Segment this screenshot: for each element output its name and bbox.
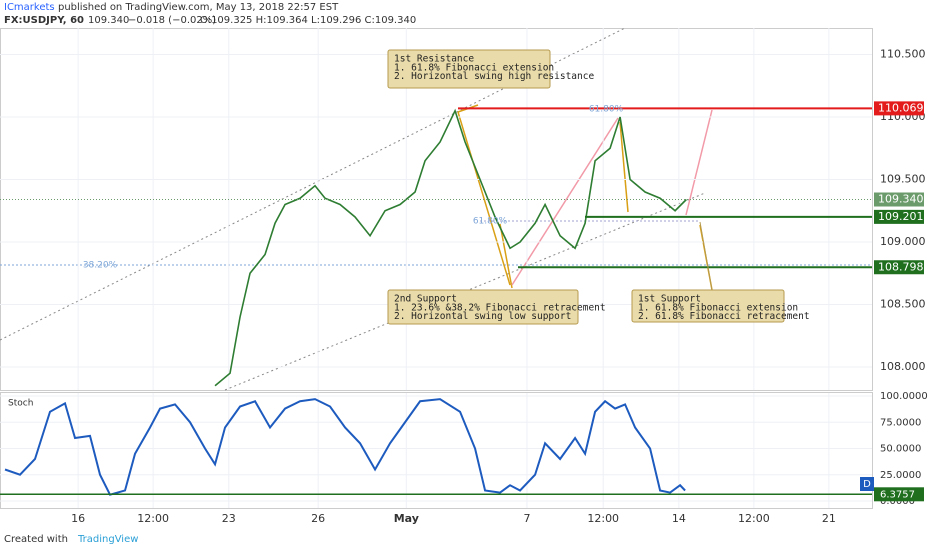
channel-upper: [0, 27, 626, 341]
price-tag-label: 108.798: [878, 260, 924, 273]
price-tag-label: 6.3757: [880, 489, 915, 500]
x-tick-label: 12:00: [137, 512, 169, 525]
ohlc: O:109.325 H:109.364 L:109.296 C:109.340: [200, 15, 416, 26]
published: published on TradingView.com, May 13, 20…: [58, 2, 339, 13]
stoch-pane: [0, 392, 873, 509]
y-tick-label: 0.0000: [880, 496, 915, 507]
price-tag: [874, 487, 924, 502]
annotation-box: [387, 49, 551, 89]
x-tick-label: 21: [822, 512, 836, 525]
fib-label: 61.80%: [473, 217, 508, 227]
stoch-title: Stoch: [8, 399, 33, 409]
price-tag-label: 109.340: [878, 193, 924, 206]
fib-label: 61.80%: [589, 105, 624, 115]
y-tick-label: 108.000: [880, 360, 926, 373]
annotation-line: 2. Horizontal swing high resistance: [394, 71, 594, 82]
price-tag-label: 110.069: [878, 101, 924, 114]
annotation-box: [631, 289, 785, 323]
price-pane: [0, 28, 873, 391]
annotation-line: 1. 61.8% Fibonacci extension: [394, 63, 554, 74]
price-tag: [874, 260, 924, 275]
x-tick-label: 23: [222, 512, 236, 525]
badge-label: D: [863, 479, 871, 490]
stoch-line: [4, 398, 686, 496]
x-tick-label: May: [394, 512, 419, 525]
y-tick-label: 109.500: [880, 173, 926, 186]
annotation-title: 2nd Support: [394, 294, 457, 305]
x-tick-label: 14: [672, 512, 686, 525]
channel-lower: [224, 192, 706, 391]
y-tick-label: 25.0000: [880, 470, 921, 481]
y-tick-label: 108.500: [880, 298, 926, 311]
fib-label: 38.20%: [83, 261, 118, 271]
projection-arrows: [511, 109, 713, 286]
y-tick-label: 110.500: [880, 48, 926, 61]
annotation-title: 1st Resistance: [394, 54, 474, 65]
annotation-line: 2. 61.8% Fibonacci retracement: [638, 311, 810, 322]
annotation-box: [387, 289, 579, 325]
x-tick-label: 12:00: [587, 512, 619, 525]
brand: TradingView: [77, 534, 138, 545]
y-tick-label: 75.0000: [880, 417, 921, 428]
change: −0.018 (−0.02%): [128, 15, 216, 26]
badge: [860, 477, 874, 491]
x-tick-label: 16: [71, 512, 85, 525]
price: 109.340: [88, 15, 129, 26]
annotation-line: 1. 23.6% &38.2% Fibonacci retracement: [394, 303, 606, 314]
price-tag-label: 109.201: [878, 210, 924, 223]
annotation-line: 2. Horizontal swing low support: [394, 311, 571, 322]
price-line: [214, 108, 687, 387]
y-tick-label: 109.000: [880, 235, 926, 248]
price-tag: [874, 192, 924, 207]
price-tag: [874, 209, 924, 224]
annotation-pointer: [699, 221, 713, 291]
y-tick-label: 100.0000: [880, 391, 928, 402]
created: Created with: [4, 534, 68, 545]
symbol: FX:USDJPY, 60: [4, 15, 84, 26]
x-tick-label: 26: [311, 512, 325, 525]
price-tag: [874, 101, 924, 116]
y-tick-label: 50.0000: [880, 444, 921, 455]
annotation-line: 1. 61.8% Fibonacci extension: [638, 303, 798, 314]
x-tick-label: 7: [523, 512, 530, 525]
annotation-title: 1st Support: [638, 294, 701, 305]
x-tick-label: 12:00: [738, 512, 770, 525]
publisher: ICmarkets: [4, 2, 55, 13]
